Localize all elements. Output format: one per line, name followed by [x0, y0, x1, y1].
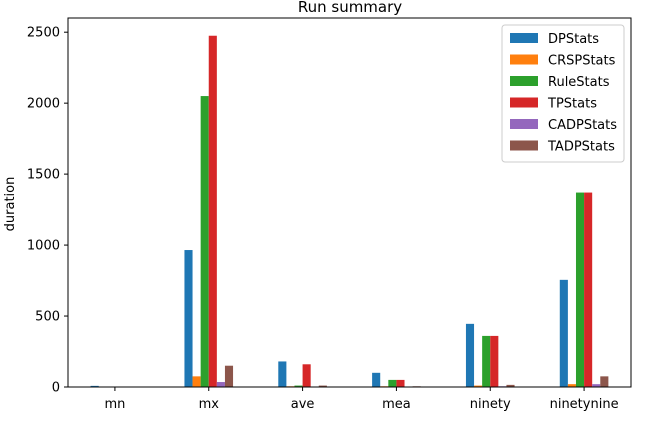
legend-swatch-RuleStats: [510, 76, 538, 86]
y-tick-label-0: 0: [52, 381, 60, 396]
bar-ave-RuleStats: [294, 385, 303, 387]
bar-ninetynine-TPStats: [584, 192, 593, 387]
y-tick-label-1500: 1500: [27, 168, 60, 183]
bar-ninety-TPStats: [490, 335, 499, 387]
y-tick-label-1000: 1000: [27, 239, 60, 254]
legend: DPStats CRSPStats RuleStats TPStats CADPStat…: [501, 24, 625, 163]
bar-ave-DPStats: [278, 361, 287, 387]
bar-ninetynine-CRSPStats: [567, 384, 576, 387]
plot-frame: [67, 17, 632, 388]
y-axis-label: duration: [3, 177, 18, 232]
bar-mea-RuleStats: [388, 379, 397, 387]
legend-label-CRSPStats: CRSPStats: [548, 54, 616, 69]
x-tick-label-mn: mn: [104, 397, 125, 412]
y-tick-label-2000: 2000: [27, 97, 60, 112]
x-tick-label-ave: ave: [291, 397, 315, 412]
bar-mx-TADPStats: [224, 365, 234, 387]
legend-label-TADPStats: TADPStats: [547, 140, 615, 155]
legend-label-RuleStats: RuleStats: [548, 75, 610, 90]
x-tick-label-mx: mx: [199, 397, 220, 412]
bar-ninetynine-CADPStats: [592, 384, 601, 387]
bar-mx-CADPStats: [216, 382, 225, 387]
chart-title: Run summary: [298, 0, 402, 16]
legend-label-TPStats: TPStats: [547, 97, 597, 112]
bar-mea-DPStats: [372, 372, 381, 387]
axes-group: mn mx ave mea ninety ninetynine 0 500 1000 1500 20…: [27, 17, 632, 412]
legend-swatch-CADPStats: [510, 119, 538, 129]
y-tick-label-500: 500: [35, 310, 60, 325]
bar-mn-DPStats: [90, 385, 99, 387]
bar-ave-TADPStats: [318, 385, 327, 387]
bar-mea-TPStats: [396, 379, 405, 387]
bar-ninety-TADPStats: [506, 384, 515, 387]
bar-ninety-DPStats: [465, 323, 475, 387]
bar-ninety-RuleStats: [482, 335, 491, 387]
legend-label-CADPStats: CADPStats: [548, 118, 617, 133]
bar-mx-TPStats: [208, 35, 217, 387]
bar-ninetynine-TADPStats: [600, 376, 609, 387]
bar-ninetynine-DPStats: [559, 279, 568, 387]
bar-mx-DPStats: [184, 250, 193, 387]
legend-swatch-CRSPStats: [510, 54, 538, 65]
x-tick-label-mea: mea: [382, 397, 411, 412]
x-tick-label-ninetynine: ninetynine: [550, 397, 619, 412]
bar-ninety-CRSPStats: [474, 385, 483, 387]
y-tick-label-2500: 2500: [27, 26, 60, 41]
legend-swatch-DPStats: [510, 33, 538, 43]
x-tick-label-ninety: ninety: [470, 397, 511, 412]
bars-group: [90, 35, 609, 388]
bar-ave-TPStats: [302, 364, 311, 387]
legend-swatch-TADPStats: [510, 140, 538, 151]
legend-swatch-TPStats: [510, 97, 538, 108]
bar-ninetynine-RuleStats: [575, 192, 585, 387]
legend-label-DPStats: DPStats: [548, 32, 599, 47]
bar-mx-CRSPStats: [192, 376, 201, 387]
bar-mx-RuleStats: [200, 96, 209, 388]
